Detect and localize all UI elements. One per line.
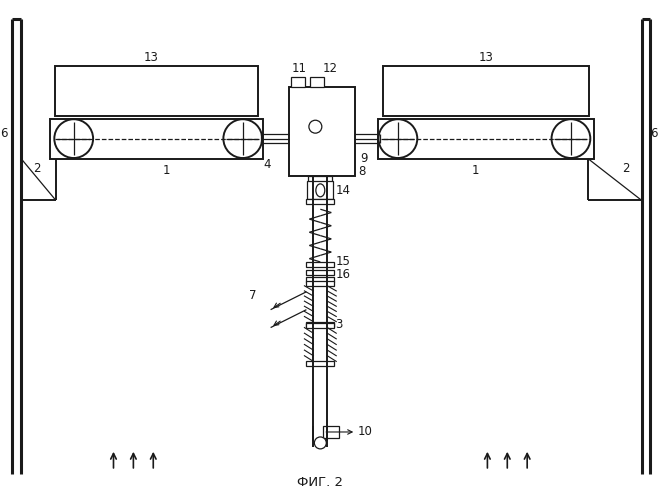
Bar (306, 262, 334, 267)
Bar (306, 200, 334, 204)
Circle shape (309, 120, 322, 133)
Bar (306, 270, 334, 275)
Bar (306, 281, 334, 286)
Text: 6: 6 (650, 127, 657, 140)
Text: 13: 13 (144, 50, 159, 64)
Bar (50, 118, 263, 158)
Text: 7: 7 (248, 289, 256, 302)
Text: 16: 16 (335, 268, 350, 281)
Text: 9: 9 (360, 152, 368, 165)
Text: 4: 4 (263, 158, 270, 171)
Circle shape (314, 437, 326, 449)
Bar (289, 87, 355, 176)
Text: 6: 6 (1, 127, 8, 140)
Bar (324, 426, 339, 438)
Bar (291, 77, 305, 87)
Text: 1: 1 (471, 164, 479, 177)
Bar (306, 322, 334, 326)
Text: 8: 8 (358, 165, 366, 178)
Bar (306, 277, 334, 282)
Bar (306, 362, 334, 366)
Text: 14: 14 (335, 184, 350, 197)
Text: ФИГ. 2: ФИГ. 2 (297, 476, 343, 488)
Text: 13: 13 (478, 50, 494, 64)
Text: 15: 15 (335, 256, 350, 268)
Text: 3: 3 (335, 318, 343, 331)
Text: 1: 1 (163, 164, 171, 177)
Text: 2: 2 (621, 162, 629, 175)
Text: 10: 10 (358, 426, 373, 438)
Circle shape (54, 119, 93, 158)
Bar (307, 182, 333, 200)
Text: 12: 12 (322, 62, 337, 74)
Text: 2: 2 (33, 162, 40, 175)
Bar (383, 66, 589, 116)
Bar (378, 118, 594, 158)
Circle shape (378, 119, 417, 158)
Bar (308, 176, 332, 184)
Bar (55, 66, 258, 116)
Circle shape (223, 119, 262, 158)
Bar (310, 77, 324, 87)
Text: 11: 11 (291, 62, 306, 74)
Bar (306, 322, 334, 328)
Circle shape (552, 119, 590, 158)
